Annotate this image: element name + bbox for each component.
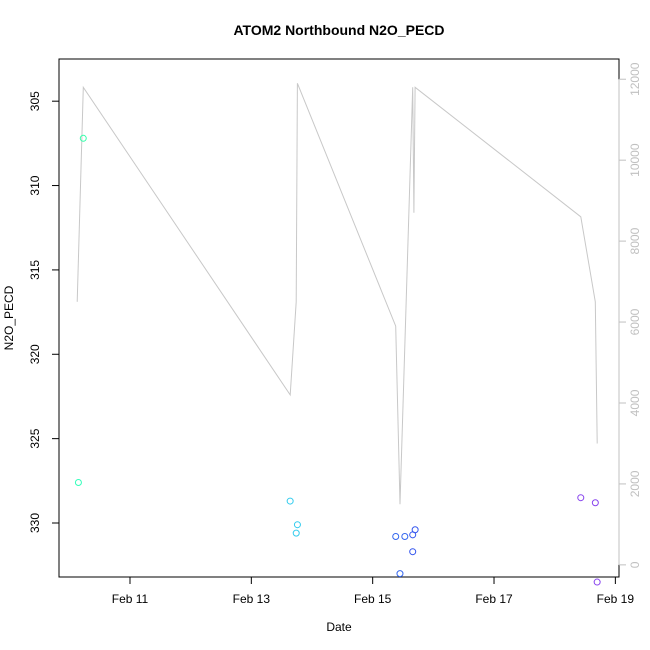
points-layer (74, 134, 601, 586)
y-tick-label-310: 310 (28, 175, 42, 195)
y2-tick-label-10000: 10000 (628, 143, 642, 177)
data-point-0 (74, 479, 82, 487)
y-axis-label: N2O_PECD (2, 285, 16, 350)
y2-tick-label-0: 0 (628, 561, 642, 568)
y-tick-label-330: 330 (28, 513, 42, 533)
y-tick-label-320: 320 (28, 344, 42, 364)
x-tick-label-15: Feb 15 (354, 592, 392, 606)
y2-tick-label-12000: 12000 (628, 62, 642, 96)
data-point-1 (79, 134, 87, 142)
data-point-9 (409, 548, 417, 556)
data-point-5 (392, 533, 400, 541)
data-point-2 (286, 497, 294, 505)
x-axis-label: Date (326, 620, 352, 634)
y-tick-label-325: 325 (28, 428, 42, 448)
data-point-7 (401, 533, 409, 541)
y-axis-right: 0 2000 4000 6000 8000 10000 12000 (618, 62, 642, 568)
data-point-4 (293, 521, 301, 529)
y2-tick-label-8000: 8000 (628, 227, 642, 254)
data-point-12 (591, 499, 599, 507)
x-tick-label-11: Feb 11 (112, 592, 149, 606)
x-axis: Feb 11 Feb 13 Feb 15 Feb 17 Feb 19 (112, 576, 635, 606)
x-tick-label-17: Feb 17 (475, 592, 513, 606)
line-series-layer (76, 83, 598, 505)
y2-tick-label-2000: 2000 (628, 470, 642, 497)
y-tick-label-305: 305 (28, 91, 42, 111)
data-point-6 (396, 570, 404, 578)
x-tick-label-19: Feb 19 (597, 592, 635, 606)
data-point-3 (292, 529, 300, 537)
altitude-line (76, 83, 598, 505)
data-point-13 (593, 578, 601, 586)
x-tick-label-13: Feb 13 (233, 592, 271, 606)
y-tick-label-315: 315 (28, 260, 42, 280)
y2-tick-label-4000: 4000 (628, 389, 642, 416)
data-point-11 (577, 494, 585, 502)
y-axis-left: 305 310 315 320 325 330 (28, 91, 60, 533)
y2-tick-label-6000: 6000 (628, 308, 642, 335)
plot-area-frame (58, 58, 620, 578)
chart-title: ATOM2 Northbound N2O_PECD (233, 22, 444, 38)
data-point-10 (411, 526, 419, 534)
